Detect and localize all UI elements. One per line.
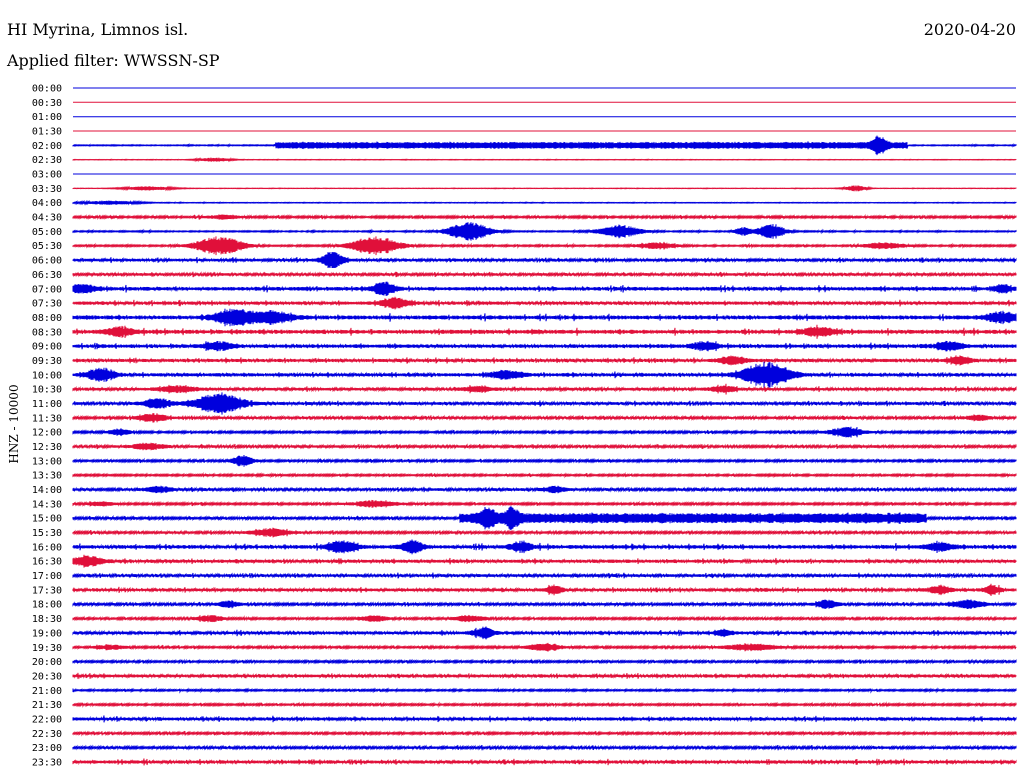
trace-row-1830 xyxy=(72,614,1017,623)
trace-row-1630 xyxy=(72,554,1017,568)
record-date: 2020-04-20 xyxy=(923,20,1016,39)
tick-label-1730: 17:30 xyxy=(32,585,62,596)
trace-row-1100 xyxy=(72,392,1017,415)
tick-label-2330: 23:30 xyxy=(32,757,62,768)
trace-row-0830 xyxy=(72,324,1017,339)
seismic-traces xyxy=(72,87,1017,766)
row-labels: 00:00 00:30 01:00 01:30 02:00 02:30 03:00 03:30… xyxy=(32,84,62,769)
applied-filter-label: Applied filter: WWSSN-SP xyxy=(7,51,220,70)
trace-row-0630 xyxy=(72,271,1017,278)
tick-label-2230: 22:30 xyxy=(32,729,62,740)
trace-row-1430 xyxy=(72,499,1017,508)
trace-row-0930 xyxy=(72,355,1017,366)
trace-row-2130 xyxy=(72,701,1017,709)
tick-label-1030: 10:30 xyxy=(32,385,62,396)
tick-label-0000: 00:00 xyxy=(32,84,62,95)
tick-label-2100: 21:00 xyxy=(32,686,62,697)
tick-label-0400: 04:00 xyxy=(32,198,62,209)
tick-label-1130: 11:30 xyxy=(32,413,62,424)
tick-label-0630: 06:30 xyxy=(32,270,62,281)
trace-row-1500 xyxy=(72,506,1017,531)
trace-row-0400 xyxy=(72,199,1017,206)
tick-label-0930: 09:30 xyxy=(32,356,62,367)
tick-label-0330: 03:30 xyxy=(32,184,62,195)
tick-label-1600: 16:00 xyxy=(32,542,62,553)
trace-row-1900 xyxy=(72,626,1017,640)
trace-row-2000 xyxy=(72,658,1017,665)
trace-row-0700 xyxy=(72,281,1017,296)
trace-row-0330 xyxy=(72,185,1017,192)
tick-label-1630: 16:30 xyxy=(32,557,62,568)
trace-row-2100 xyxy=(72,686,1017,694)
tick-label-1200: 12:00 xyxy=(32,428,62,439)
tick-label-2000: 20:00 xyxy=(32,657,62,668)
trace-row-1800 xyxy=(72,599,1017,610)
trace-row-1530 xyxy=(72,527,1017,538)
trace-row-0800 xyxy=(72,308,1017,327)
tick-label-2200: 22:00 xyxy=(32,714,62,725)
tick-label-0730: 07:30 xyxy=(32,299,62,310)
tick-label-1700: 17:00 xyxy=(32,571,62,582)
tick-label-0900: 09:00 xyxy=(32,342,62,353)
trace-row-0600 xyxy=(72,252,1017,269)
tick-label-1330: 13:30 xyxy=(32,471,62,482)
trace-row-2230 xyxy=(72,730,1017,737)
tick-label-0830: 08:30 xyxy=(32,327,62,338)
trace-row-0730 xyxy=(72,296,1017,310)
trace-row-1200 xyxy=(72,426,1017,438)
trace-row-1700 xyxy=(72,572,1017,579)
tick-label-0100: 01:00 xyxy=(32,112,62,123)
tick-label-2030: 20:30 xyxy=(32,671,62,682)
trace-row-0200 xyxy=(72,135,1017,156)
tick-label-1930: 19:30 xyxy=(32,643,62,654)
tick-label-0430: 04:30 xyxy=(32,213,62,224)
tick-label-2130: 21:30 xyxy=(32,700,62,711)
trace-row-2030 xyxy=(72,672,1017,680)
trace-row-0500 xyxy=(72,222,1017,241)
trace-row-1300 xyxy=(72,454,1017,467)
trace-row-1600 xyxy=(72,539,1017,555)
trace-row-1330 xyxy=(72,471,1017,479)
trace-row-1030 xyxy=(72,383,1017,395)
tick-label-1830: 18:30 xyxy=(32,614,62,625)
trace-row-1230 xyxy=(72,442,1017,451)
trace-row-0230 xyxy=(72,157,1017,163)
tick-label-0800: 08:00 xyxy=(32,313,62,324)
tick-label-1000: 10:00 xyxy=(32,370,62,381)
trace-row-2200 xyxy=(72,715,1017,723)
tick-label-2300: 23:00 xyxy=(32,743,62,754)
tick-label-1500: 15:00 xyxy=(32,514,62,525)
tick-label-0130: 01:30 xyxy=(32,127,62,138)
trace-row-0530 xyxy=(72,236,1017,256)
tick-label-1400: 14:00 xyxy=(32,485,62,496)
trace-row-0900 xyxy=(72,340,1017,352)
tick-label-0030: 00:30 xyxy=(32,98,62,109)
tick-label-1100: 11:00 xyxy=(32,399,62,410)
trace-row-1000 xyxy=(72,361,1017,388)
tick-label-0600: 06:00 xyxy=(32,256,62,267)
tick-label-1900: 19:00 xyxy=(32,628,62,639)
trace-row-2330 xyxy=(72,758,1017,766)
tick-label-0500: 05:00 xyxy=(32,227,62,238)
tick-label-1430: 14:30 xyxy=(32,499,62,510)
tick-label-1530: 15:30 xyxy=(32,528,62,539)
tick-label-1800: 18:00 xyxy=(32,600,62,611)
trace-row-1730 xyxy=(72,583,1017,597)
tick-label-1230: 12:30 xyxy=(32,442,62,453)
trace-row-0430 xyxy=(72,213,1017,221)
tick-label-0230: 02:30 xyxy=(32,155,62,166)
tick-label-0700: 07:00 xyxy=(32,284,62,295)
trace-row-2300 xyxy=(72,744,1017,751)
tick-label-0300: 03:00 xyxy=(32,170,62,181)
tick-label-0530: 05:30 xyxy=(32,241,62,252)
trace-row-1400 xyxy=(72,485,1017,494)
trace-row-1130 xyxy=(72,412,1017,423)
station-title: HI Myrina, Limnos isl. xyxy=(7,20,189,39)
tick-label-1300: 13:00 xyxy=(32,456,62,467)
trace-row-1930 xyxy=(72,642,1017,652)
tick-label-0200: 02:00 xyxy=(32,141,62,152)
